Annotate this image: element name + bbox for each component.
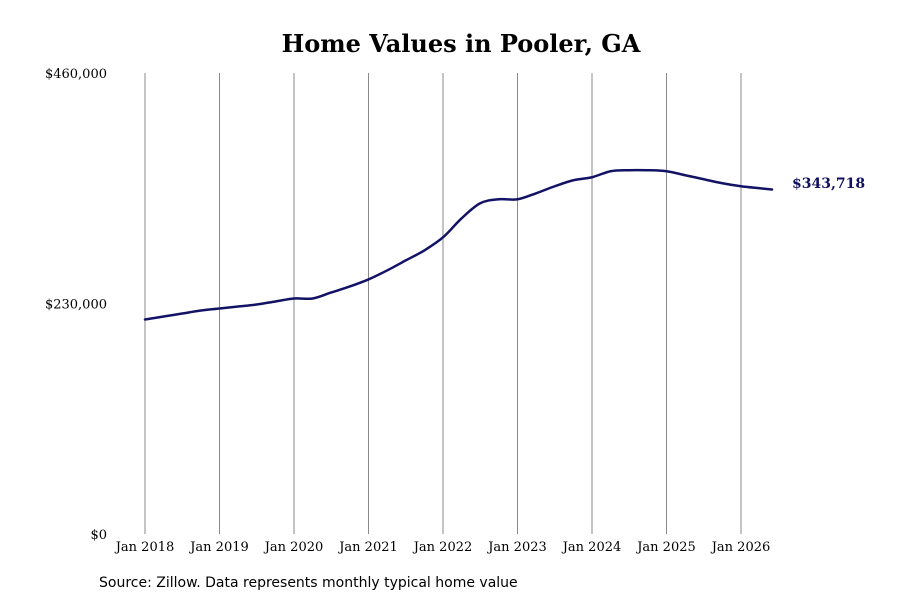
y-tick-label: $0 xyxy=(90,528,107,543)
chart-title: Home Values in Pooler, GA xyxy=(282,29,641,58)
x-tick-label: Jan 2021 xyxy=(337,540,398,555)
y-tick-label: $460,000 xyxy=(45,67,107,82)
x-tick-label: Jan 2024 xyxy=(561,540,622,555)
x-tick-label: Jan 2018 xyxy=(114,540,175,555)
x-axis-tick-labels: Jan 2018 Jan 2019 Jan 2020 Jan 2021 Jan 2022… xyxy=(114,540,771,555)
x-tick-label: Jan 2023 xyxy=(486,540,547,555)
last-value-label: $343,718 xyxy=(792,176,865,192)
y-axis-tick-labels: $0 $230,000 $460,000 xyxy=(45,67,107,543)
x-tick-label: Jan 2026 xyxy=(710,540,771,555)
x-tick-label: Jan 2025 xyxy=(635,540,696,555)
x-tick-label: Jan 2022 xyxy=(412,540,473,555)
x-tick-label: Jan 2020 xyxy=(263,540,324,555)
series-layer xyxy=(143,168,774,321)
series-line-0 xyxy=(143,168,774,321)
vertical-gridlines xyxy=(144,73,742,534)
source-note: Source: Zillow. Data represents monthly … xyxy=(99,575,518,591)
y-tick-label: $230,000 xyxy=(45,298,107,313)
x-tick-label: Jan 2019 xyxy=(188,540,249,555)
